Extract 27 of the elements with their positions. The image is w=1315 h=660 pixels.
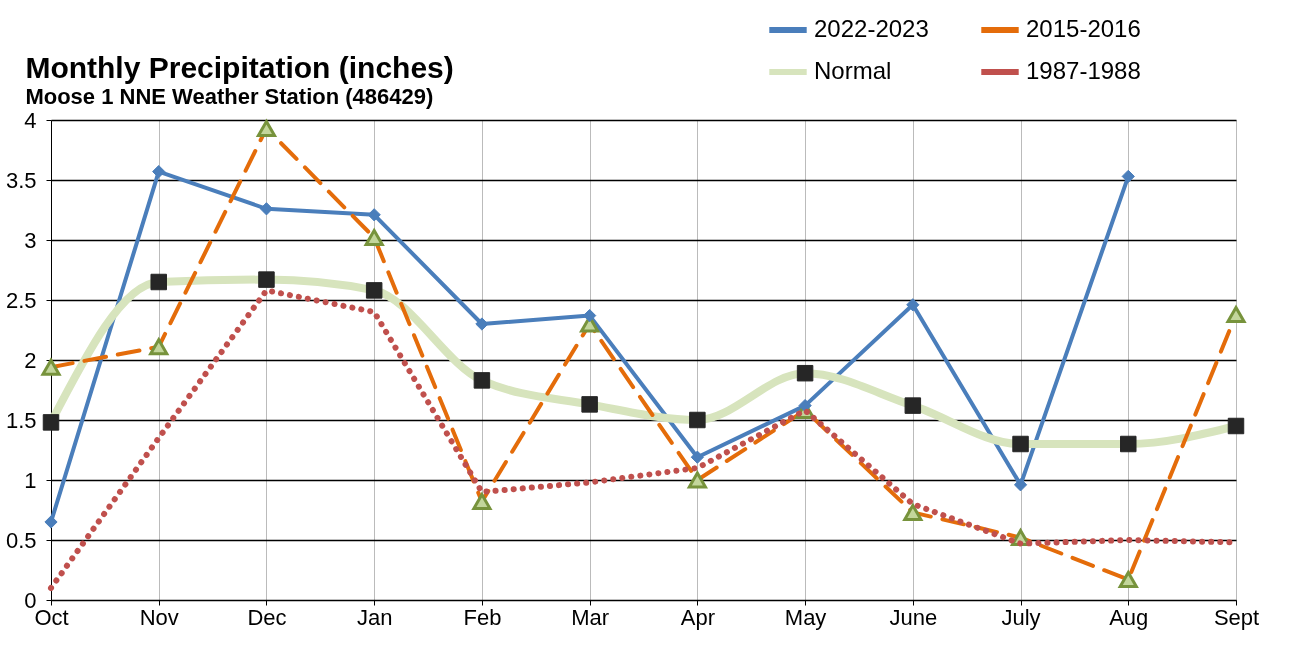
y-tick-label: 2 [24, 347, 37, 373]
y-tick-label: 0.5 [5, 527, 37, 553]
y-tick-label: 3 [24, 227, 37, 253]
y-tick-label: 2.5 [5, 287, 37, 313]
legend-label: 1987-1988 [1026, 57, 1141, 84]
chart-title: Monthly Precipitation (inches) [25, 51, 454, 84]
x-tick-label: Nov [139, 604, 179, 630]
chart-subtitle: Moose 1 NNE Weather Station (486429) [25, 84, 434, 109]
x-tick-label: Feb [463, 604, 502, 630]
y-tick-label: 3.5 [5, 167, 37, 193]
x-tick-label: Mar [571, 604, 610, 630]
x-tick-label: Sept [1213, 604, 1260, 630]
legend-label: 2015-2016 [1026, 15, 1141, 42]
legend-label: Normal [814, 57, 892, 84]
x-tick-label: June [889, 604, 938, 630]
y-tick-label: 1.5 [5, 407, 37, 433]
x-tick-label: Aug [1109, 604, 1149, 630]
legend-label: 2022-2023 [814, 15, 929, 42]
x-tick-label: Jan [356, 604, 393, 630]
x-tick-label: May [784, 604, 827, 630]
y-tick-label: 0 [24, 587, 37, 613]
x-tick-label: July [1001, 604, 1041, 630]
x-tick-label: Oct [34, 604, 69, 630]
x-tick-label: Dec [247, 604, 287, 630]
y-tick-label: 1 [24, 467, 37, 493]
y-tick-label: 4 [24, 107, 37, 133]
x-tick-label: Apr [680, 604, 715, 630]
